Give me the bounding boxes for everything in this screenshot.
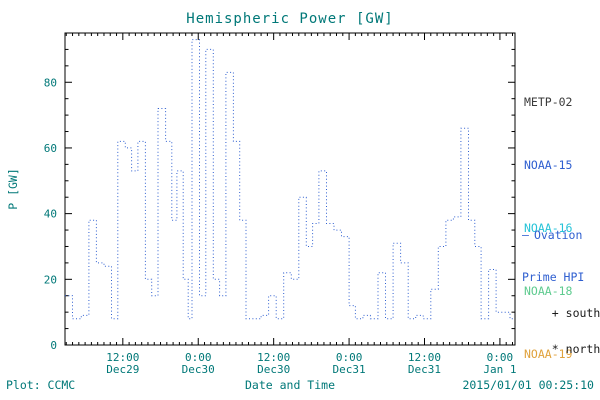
svg-text:0:00: 0:00	[185, 351, 212, 364]
svg-text:80: 80	[44, 76, 57, 89]
svg-text:Dec31: Dec31	[333, 363, 366, 376]
legend-ovation-line: – Ovation Prime HPI	[522, 200, 584, 312]
asterisk-marker-icon: *	[551, 342, 559, 356]
south-label: south	[565, 306, 600, 320]
plot-timestamp: 2015/01/01 00:25:10	[462, 378, 594, 392]
svg-text:12:00: 12:00	[408, 351, 441, 364]
legend-item-noaa19: NOAA-19	[524, 347, 573, 361]
svg-text:12:00: 12:00	[257, 351, 290, 364]
chart-title: Hemispheric Power [GW]	[186, 11, 394, 27]
legend-item-noaa18: NOAA-18	[524, 284, 573, 298]
xaxis-caption: Date and Time	[244, 378, 335, 392]
svg-text:0:00: 0:00	[487, 351, 514, 364]
legend-marker-south: + south	[524, 292, 600, 334]
ovation-label-line2: Prime HPI	[522, 270, 585, 284]
svg-text:12:00: 12:00	[106, 351, 139, 364]
svg-text:0: 0	[50, 339, 57, 352]
svg-text:20: 20	[44, 273, 57, 286]
svg-text:P [GW]: P [GW]	[6, 168, 20, 210]
svg-text:Dec31: Dec31	[408, 363, 441, 376]
svg-text:Dec30: Dec30	[182, 363, 215, 376]
line-style-dash-icon: –	[522, 228, 529, 242]
north-label: north	[565, 342, 600, 356]
plus-marker-icon: +	[551, 306, 559, 320]
legend: METP-02 NOAA-15 NOAA-16 NOAA-18 NOAA-19	[524, 50, 572, 400]
svg-text:40: 40	[44, 208, 57, 221]
legend-item-noaa16: NOAA-16	[524, 221, 573, 235]
svg-text:Jan 1: Jan 1	[483, 363, 516, 376]
plot-source-label: Plot: CCMC	[6, 378, 76, 392]
svg-text:60: 60	[44, 142, 57, 155]
svg-text:Dec30: Dec30	[257, 363, 290, 376]
svg-text:Dec29: Dec29	[106, 363, 139, 376]
legend-item-noaa15: NOAA-15	[524, 158, 573, 172]
ovation-label-line1: Ovation	[533, 228, 583, 242]
legend-marker-north: * north	[524, 328, 600, 370]
legend-item-metp02: METP-02	[524, 95, 573, 109]
svg-text:0:00: 0:00	[336, 351, 363, 364]
